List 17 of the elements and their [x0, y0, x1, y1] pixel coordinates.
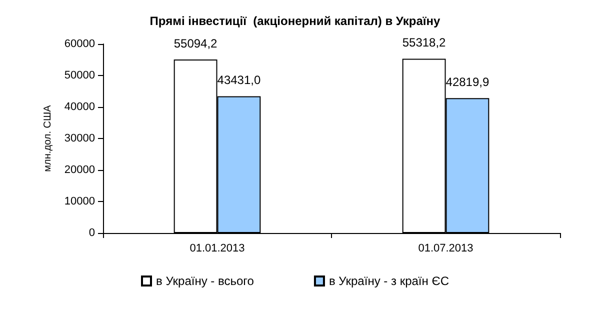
data-label: 55094,2 [174, 36, 218, 50]
y-tick-label: 30000 [64, 132, 95, 144]
legend-label: в Україну - з країн ЄС [328, 274, 450, 288]
y-tick-label: 0 [88, 227, 95, 239]
data-label: 42819,9 [446, 75, 490, 90]
y-tick-label: 10000 [64, 196, 95, 208]
y-tick-label: 50000 [64, 70, 95, 82]
y-tick-label: 60000 [64, 38, 95, 50]
y-tick-label: 40000 [64, 101, 95, 113]
data-label: 43431,0 [217, 73, 261, 88]
legend-label: в Україну - всього [156, 274, 254, 288]
chart-title: Прямі інвестиції (акціонерний капітал) в Україну [150, 14, 441, 28]
y-axis-title: млн.дол. США [42, 104, 54, 172]
data-label: 55318,2 [402, 36, 446, 50]
y-tick-label: 20000 [64, 164, 95, 176]
x-tick-label: 01.01.2013 [190, 242, 245, 254]
x-tick-label: 01.07.2013 [418, 242, 474, 254]
